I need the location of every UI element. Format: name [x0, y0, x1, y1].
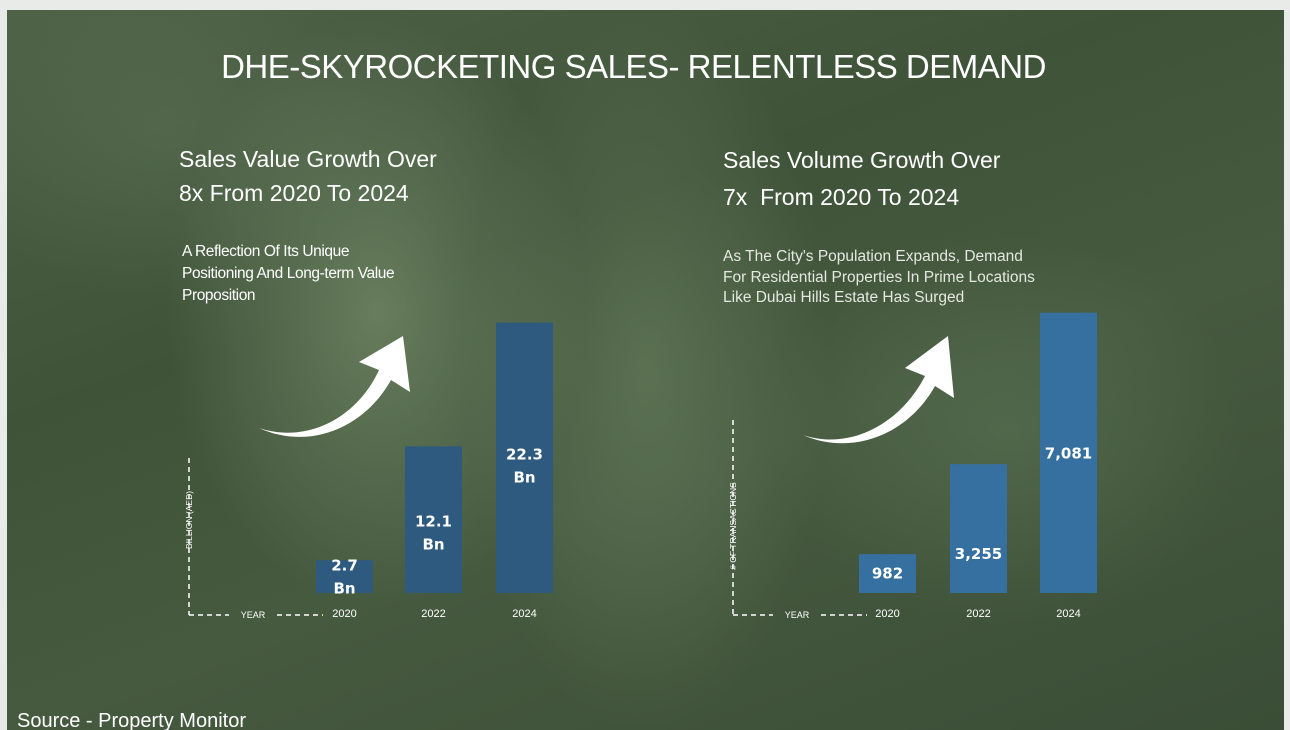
- x-tick-label: 2020: [875, 608, 899, 620]
- bar-volume-2022: [950, 464, 1007, 593]
- left-description-line: Positioning And Long-term Value: [182, 265, 395, 282]
- left-description: A Reflection Of Its Unique Positioning A…: [182, 241, 542, 307]
- right-arrow-icon: [803, 336, 954, 444]
- x-tick-label: 2024: [512, 608, 536, 620]
- x-axis-label: YEAR: [241, 610, 266, 620]
- left-heading-line: 8x From 2020 To 2024: [179, 180, 409, 206]
- source-note: Source - Property Monitor: [17, 710, 246, 730]
- bar-data-label: 982: [872, 565, 903, 583]
- right-heading: Sales Volume Growth Over 7x From 2020 To…: [723, 142, 1043, 216]
- right-description-line: For Residential Properties In Prime Loca…: [723, 268, 1035, 286]
- bar-data-label: 2.7: [331, 557, 358, 575]
- x-tick-label: 2022: [966, 608, 990, 620]
- x-tick-label: 2022: [421, 608, 445, 620]
- bar-data-label: Bn: [513, 469, 535, 487]
- slide-title: DHE-SKYROCKETING SALES- RELENTLESS DEMAN…: [221, 48, 1046, 85]
- left-heading-line: Sales Value Growth Over: [179, 146, 437, 172]
- bar-volume-2024: [1040, 312, 1097, 593]
- bar-value-2024: [496, 322, 553, 593]
- bar-value-2020: [316, 560, 373, 593]
- bar-data-label: 7,081: [1045, 445, 1092, 463]
- y-axis-label: # OF TRANSACTIONS: [728, 482, 738, 570]
- right-heading-line: 7x From 2020 To 2024: [723, 184, 960, 210]
- x-tick-label: 2024: [1056, 608, 1080, 620]
- bar-volume-2020: [859, 554, 916, 593]
- bar-data-label: 22.3: [506, 446, 543, 464]
- right-heading-line: Sales Volume Growth Over: [723, 147, 1001, 173]
- left-description-line: Proposition: [182, 287, 256, 304]
- y-axis-label: BILLION (AED): [184, 491, 194, 549]
- bar-data-label: 3,255: [955, 545, 1002, 563]
- bar-data-label: 12.1: [415, 512, 452, 530]
- left-description-line: A Reflection Of Its Unique: [182, 243, 350, 260]
- left-arrow-icon: [259, 336, 410, 437]
- right-description-line: Like Dubai Hills Estate Has Surged: [723, 289, 965, 306]
- right-description-line: As The City's Population Expands, Demand: [723, 248, 1023, 265]
- right-description: As The City's Population Expands, Demand…: [723, 247, 1083, 309]
- bar-data-label: Bn: [422, 535, 444, 553]
- left-heading: Sales Value Growth Over 8x From 2020 To …: [179, 142, 499, 210]
- slide: DHE-SKYROCKETING SALES- RELENTLESS DEMAN…: [7, 10, 1284, 730]
- bar-data-label: Bn: [333, 580, 355, 598]
- x-axis-label: YEAR: [785, 610, 810, 620]
- sales-charts: YEAR BILLION (AED) 2.7 Bn 2020 12.1 Bn 2022 22.3…: [184, 312, 1097, 620]
- bar-value-2022: [405, 446, 462, 593]
- x-tick-label: 2020: [332, 608, 356, 620]
